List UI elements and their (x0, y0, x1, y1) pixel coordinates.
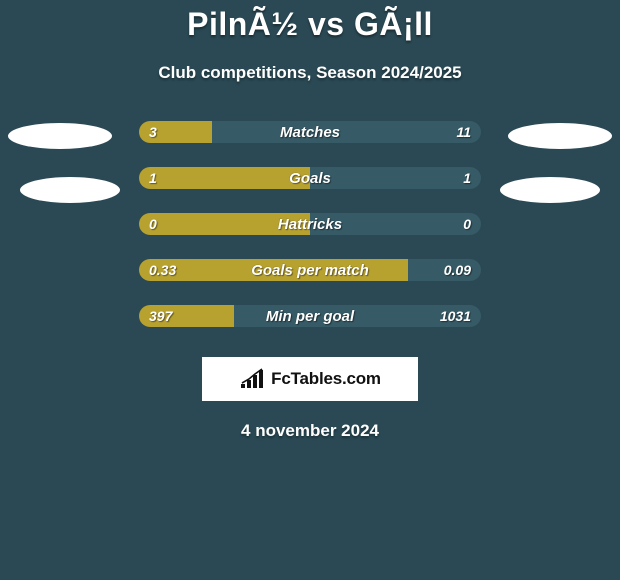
stat-bar-left-segment (139, 213, 310, 235)
page-title: PilnÃ½ vs GÃ¡ll (0, 6, 620, 43)
stat-bar-right-segment (310, 213, 481, 235)
stat-bar-right-segment (234, 305, 481, 327)
brand-text: FcTables.com (271, 369, 381, 389)
stat-bar-left-segment (139, 167, 310, 189)
stat-bar-row: Min per goal3971031 (139, 305, 481, 327)
stat-bar-row: Matches311 (139, 121, 481, 143)
stat-bar-left-segment (139, 121, 212, 143)
stat-bar-right-segment (212, 121, 481, 143)
comparison-card: PilnÃ½ vs GÃ¡ll Club competitions, Seaso… (0, 0, 620, 441)
stats-area: Matches311 Goals11 Hattricks00 Goals per ma… (0, 121, 620, 327)
player-left-shape-top (8, 123, 112, 149)
footer-date: 4 november 2024 (0, 421, 620, 441)
stat-bar-row: Hattricks00 (139, 213, 481, 235)
stat-bar-row: Goals11 (139, 167, 481, 189)
player-left-shape-bottom (20, 177, 120, 203)
stat-bar-right-segment (408, 259, 481, 281)
stat-bar-left-segment (139, 305, 234, 327)
signal-bars-icon (239, 368, 267, 390)
stat-bars: Matches311 Goals11 Hattricks00 Goals per ma… (139, 121, 481, 327)
stat-bar-right-segment (310, 167, 481, 189)
page-subtitle: Club competitions, Season 2024/2025 (0, 63, 620, 83)
player-right-shape-top (508, 123, 612, 149)
brand-box: FcTables.com (202, 357, 418, 401)
stat-bar-left-segment (139, 259, 408, 281)
stat-bar-row: Goals per match0.330.09 (139, 259, 481, 281)
player-right-shape-bottom (500, 177, 600, 203)
